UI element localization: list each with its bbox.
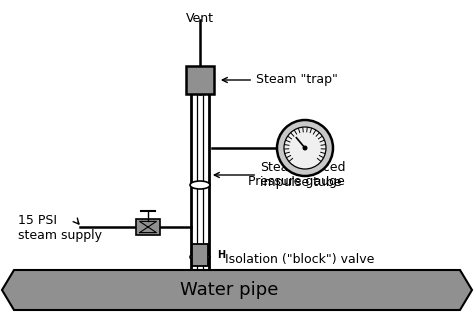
FancyBboxPatch shape (192, 244, 208, 266)
Text: Steam-traced
impulse tube: Steam-traced impulse tube (214, 161, 346, 189)
FancyBboxPatch shape (136, 219, 160, 235)
Circle shape (302, 146, 308, 151)
Bar (191, 94, 202, 270)
Circle shape (284, 127, 326, 169)
Circle shape (277, 120, 333, 176)
Text: Steam "trap": Steam "trap" (222, 73, 338, 87)
Text: H: H (217, 250, 225, 260)
Text: Isolation ("block") valve: Isolation ("block") valve (225, 253, 374, 266)
Text: 15 PSI
steam supply: 15 PSI steam supply (18, 214, 102, 242)
Text: Vent: Vent (186, 12, 214, 25)
FancyBboxPatch shape (186, 66, 214, 94)
Text: Pressure gauge: Pressure gauge (248, 175, 345, 188)
Ellipse shape (190, 253, 210, 261)
Ellipse shape (190, 181, 210, 189)
Text: Water pipe: Water pipe (180, 281, 278, 299)
Polygon shape (2, 270, 472, 310)
